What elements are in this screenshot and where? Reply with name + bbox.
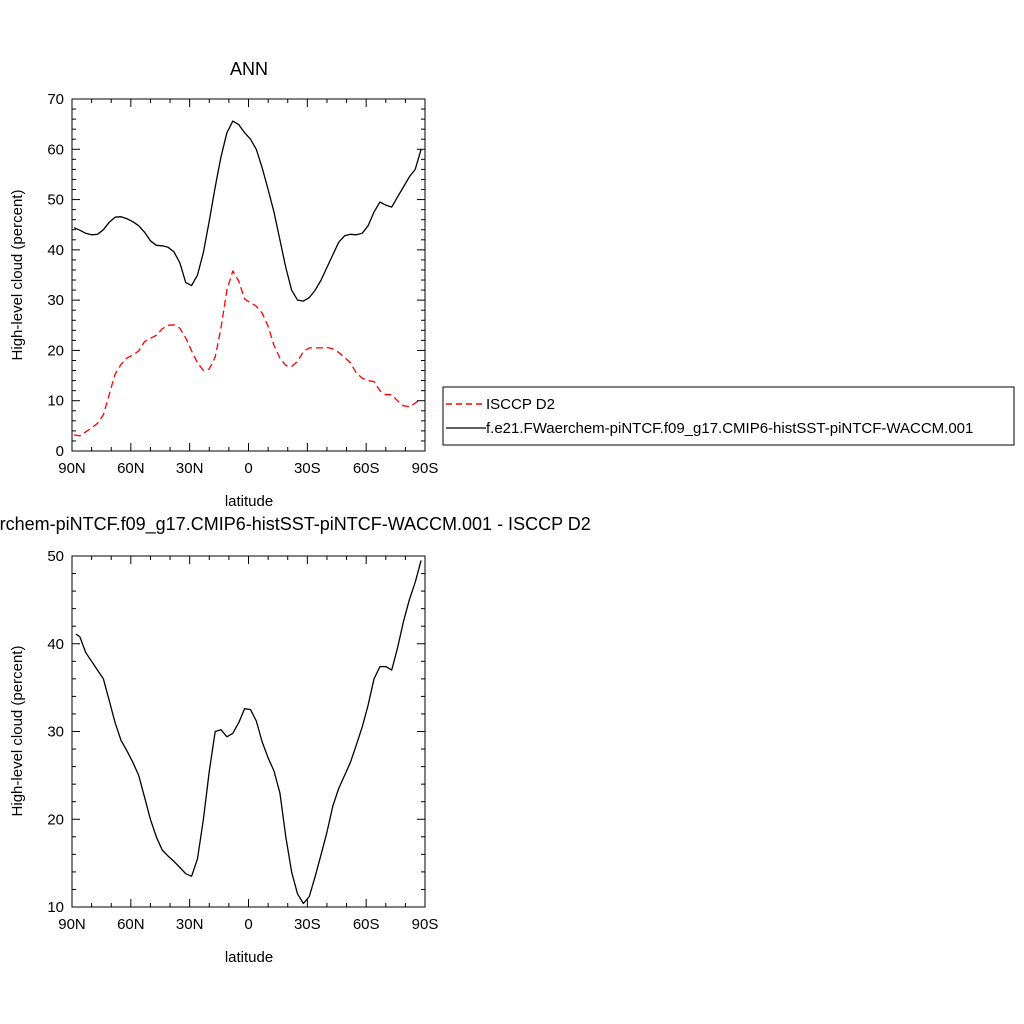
y-tick-label: 10 — [47, 393, 64, 410]
x-tick-label: 90S — [412, 460, 439, 477]
y-tick-label: 20 — [47, 342, 64, 359]
y-tick-label: 20 — [47, 811, 64, 828]
legend-label-model: f.e21.FWaerchem-piNTCF.f09_g17.CMIP6-his… — [486, 420, 973, 437]
x-tick-labels: 90N 60N 30N 0 30S 60S 90S — [58, 460, 438, 477]
plot-frame — [71, 98, 426, 452]
y-tick-labels: 10 20 30 40 50 — [47, 548, 64, 916]
x-axis-label: latitude — [225, 493, 273, 510]
y-tick-labels: 0 10 20 30 40 50 60 70 — [47, 91, 64, 460]
x-tick-label: 60N — [117, 916, 145, 933]
plot-frame — [71, 555, 426, 908]
y-tick-label: 50 — [47, 192, 64, 209]
legend-box — [442, 386, 1015, 446]
y-tick-label: 50 — [47, 548, 64, 565]
y-axis-label: High-level cloud (percent) — [9, 646, 26, 817]
y-tick-label: 40 — [47, 636, 64, 653]
x-tick-label: 90S — [412, 916, 439, 933]
x-tick-label: 30S — [294, 460, 321, 477]
y-tick-label: 70 — [47, 91, 64, 108]
difference-panel: f.e21.FWaerchem-piNTCF.f09_g17.CMIP6-his… — [0, 514, 591, 966]
x-tick-label: 60N — [117, 460, 145, 477]
tick-marks — [71, 555, 426, 908]
x-tick-label: 0 — [244, 460, 252, 477]
x-tick-label: 90N — [58, 460, 86, 477]
x-tick-labels: 90N 60N 30N 0 30S 60S 90S — [58, 916, 438, 933]
x-tick-label: 30N — [176, 916, 204, 933]
y-tick-label: 60 — [47, 141, 64, 158]
legend: ISCCP D2 f.e21.FWaerchem-piNTCF.f09_g17.… — [442, 386, 1015, 446]
x-tick-label: 90N — [58, 916, 86, 933]
y-tick-label: 40 — [47, 242, 64, 259]
chart-title: f.e21.FWaerchem-piNTCF.f09_g17.CMIP6-his… — [0, 514, 591, 535]
legend-label-isccp: ISCCP D2 — [486, 396, 555, 413]
y-tick-label: 0 — [56, 443, 64, 460]
series-line-0 — [75, 560, 422, 905]
x-tick-label: 30S — [294, 916, 321, 933]
x-tick-label: 60S — [353, 460, 380, 477]
x-tick-label: 0 — [244, 916, 252, 933]
series-line-1 — [73, 120, 422, 302]
x-axis-label: latitude — [225, 949, 273, 966]
series-layer — [75, 560, 422, 905]
series-layer — [73, 120, 422, 437]
chart-title: ANN — [230, 59, 268, 79]
x-tick-label: 60S — [353, 916, 380, 933]
y-axis-label: High-level cloud (percent) — [9, 190, 26, 361]
series-line-0 — [73, 270, 422, 437]
y-tick-label: 30 — [47, 724, 64, 741]
y-tick-label: 30 — [47, 292, 64, 309]
y-tick-label: 10 — [47, 899, 64, 916]
tick-marks — [71, 98, 426, 452]
x-tick-label: 30N — [176, 460, 204, 477]
